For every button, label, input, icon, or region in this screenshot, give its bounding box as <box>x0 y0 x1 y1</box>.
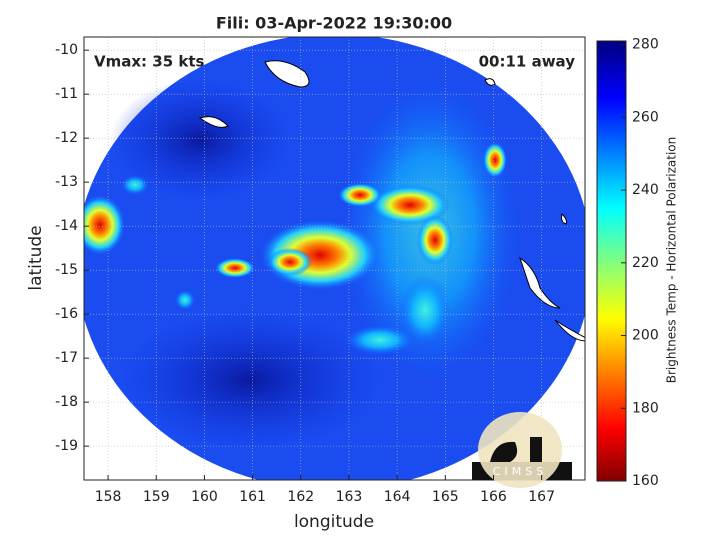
x-tick-label: 163 <box>336 489 363 505</box>
grid <box>84 37 585 480</box>
y-tick-label: -13 <box>55 174 78 190</box>
y-tick-label: -18 <box>55 394 78 410</box>
colorbar-tick-label: 260 <box>632 109 659 125</box>
colorbar-tick-label: 200 <box>632 328 659 344</box>
colorbar-tick-label: 280 <box>632 37 659 53</box>
logo-text: CIMSS <box>493 465 547 478</box>
y-tick-label: -10 <box>55 42 78 58</box>
y-tick-label: -11 <box>55 86 78 102</box>
satellite-image <box>84 37 585 480</box>
colorbar <box>596 40 627 482</box>
y-tick-label: -14 <box>55 218 78 234</box>
x-tick-label: 158 <box>95 489 122 505</box>
chart-title: Fili: 03-Apr-2022 19:30:00 <box>216 14 452 33</box>
colorbar-label: Brightness Temp - Horizontal Polarizatio… <box>665 137 679 384</box>
colorbar-tick-label: 180 <box>632 400 659 416</box>
colorbar-tick-label: 240 <box>632 182 659 198</box>
x-tick-label: 160 <box>191 489 218 505</box>
plot-frame <box>83 36 586 481</box>
x-axis-label: longitude <box>294 512 374 532</box>
x-tick-label: 162 <box>287 489 314 505</box>
y-tick-label: -17 <box>55 350 78 366</box>
x-tick-label: 164 <box>384 489 411 505</box>
y-tick-label: -12 <box>55 130 78 146</box>
x-tick-label: 165 <box>432 489 459 505</box>
colorbar-tick-label: 160 <box>632 473 659 489</box>
y-tick-label: -19 <box>55 438 78 454</box>
y-tick-label: -15 <box>55 262 78 278</box>
logo: CIMSS <box>472 412 572 488</box>
x-tick-label: 159 <box>143 489 170 505</box>
y-tick-label: -16 <box>55 306 78 322</box>
x-tick-label: 161 <box>239 489 266 505</box>
annotation: Vmax: 35 kts <box>94 53 204 71</box>
x-tick-label: 167 <box>528 489 555 505</box>
annotation: 00:11 away <box>479 53 576 71</box>
colorbar-tick-label: 220 <box>632 255 659 271</box>
x-tick-label: 166 <box>480 489 507 505</box>
y-axis-label: latitude <box>26 225 46 290</box>
